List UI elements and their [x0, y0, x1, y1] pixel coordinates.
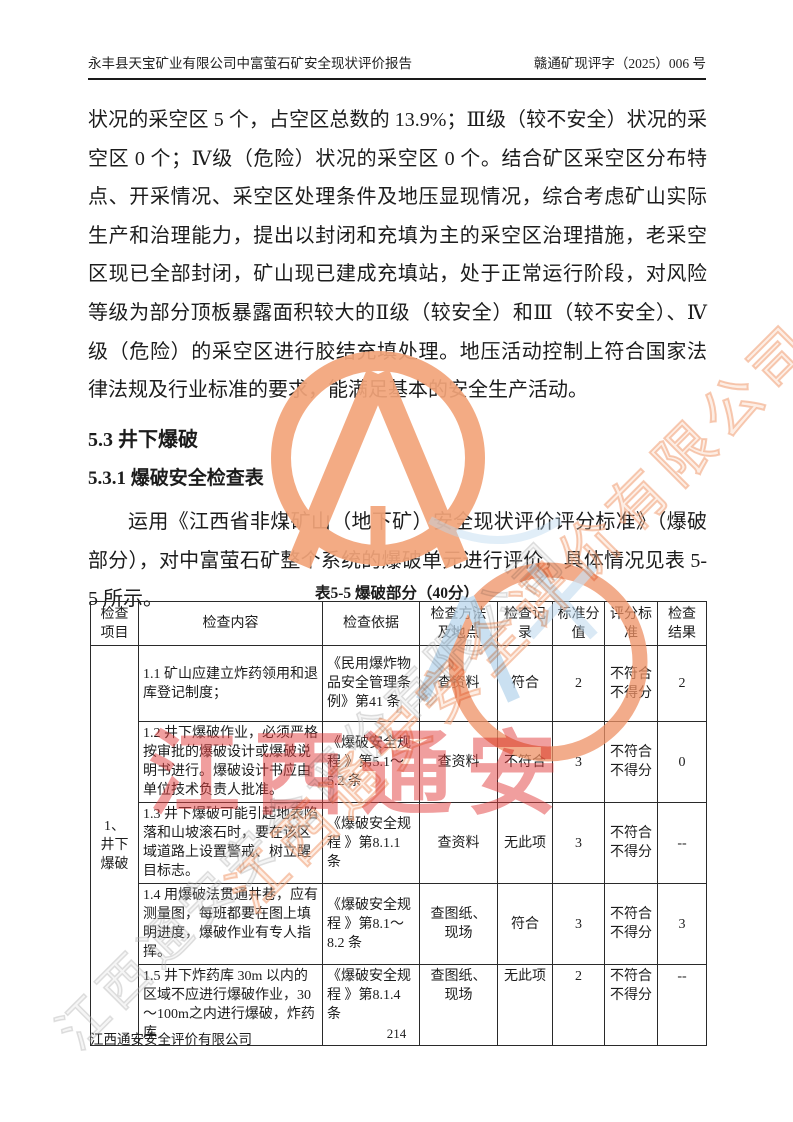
- cell-method: 查资料: [419, 802, 498, 884]
- table-row: 1.2 井下爆破作业，必须严格按审批的爆破设计或爆破说明书进行。爆破设计书应由单…: [91, 721, 707, 803]
- column-header-method: 检查方法及地点: [419, 601, 498, 646]
- cell-result: 3: [657, 883, 707, 965]
- cell-content: 1.1 矿山应建立炸药领用和退库登记制度；: [138, 645, 323, 722]
- cell-record: 符合: [497, 645, 553, 722]
- cell-standard: 不符合不得分: [604, 802, 658, 884]
- cell-project-label: 1、 井下 爆破: [90, 645, 139, 1046]
- cell-basis: 《民用爆炸物品安全管理条例》第41 条: [322, 645, 420, 722]
- cell-content: 1.4 用爆破法贯通井巷，应有测量图，每班都要在图上填明进度，爆破作业有专人指挥…: [138, 883, 323, 965]
- cell-result: 0: [657, 721, 707, 803]
- table-row: 1.5 井下炸药库 30m 以内的区域不应进行爆破作业，30～100m之内进行爆…: [91, 964, 707, 1046]
- section-heading-5-3-1: 5.3.1 爆破安全检查表: [88, 468, 264, 489]
- cell-standard: 不符合不得分: [604, 645, 658, 722]
- cell-content: 1.2 井下爆破作业，必须严格按审批的爆破设计或爆破说明书进行。爆破设计书应由单…: [138, 721, 323, 803]
- cell-standard: 不符合不得分: [604, 883, 658, 965]
- column-header-content: 检查内容: [138, 601, 323, 646]
- cell-result: 2: [657, 645, 707, 722]
- column-header-result: 检查结果: [657, 601, 707, 646]
- header-doc-number: 赣通矿现评字（2025）006 号: [533, 56, 706, 71]
- column-header-project: 检查项目: [90, 601, 139, 646]
- section-heading-5-3: 5.3 井下爆破: [88, 429, 198, 451]
- cell-basis: 《爆破安全规 程 》第8.1.1 条: [322, 802, 420, 884]
- cell-record: 符合: [497, 883, 553, 965]
- column-header-standard: 评分标准: [604, 601, 658, 646]
- table-header-row: 检查项目 检查内容 检查依据 检查方法及地点 检查记录 标准分值 评分标准 检查…: [90, 601, 707, 646]
- cell-score: 3: [552, 721, 605, 803]
- column-header-record: 检查记录: [497, 601, 553, 646]
- cell-result: --: [657, 802, 707, 884]
- page-number: 214: [386, 1026, 407, 1041]
- cell-result: --: [657, 964, 707, 1046]
- cell-record: 无此项: [497, 802, 553, 884]
- page-header: 永丰县天宝矿业有限公司中富萤石矿安全现状评价报告 赣通矿现评字（2025）006…: [88, 52, 706, 72]
- header-divider: [88, 78, 706, 80]
- footer-company: 江西通安安全评价有限公司: [90, 1032, 252, 1047]
- cell-method: 查资料: [419, 645, 498, 722]
- paragraph-goaf-summary: 状况的采空区 5 个，占空区总数的 13.9%；Ⅲ级（较不安全）状况的采空区 0…: [88, 109, 707, 402]
- table-row: 1.4 用爆破法贯通井巷，应有测量图，每班都要在图上填明进度，爆破作业有专人指挥…: [91, 883, 707, 965]
- cell-basis: 《爆破安全规 程 》第8.1.4 条: [322, 964, 420, 1046]
- cell-content: 1.5 井下炸药库 30m 以内的区域不应进行爆破作业，30～100m之内进行爆…: [138, 964, 323, 1046]
- table-row: 1.3 井下爆破可能引起地表陷落和山坡滚石时，要在该区域道路上设置警戒、树立醒目…: [91, 802, 707, 884]
- column-header-score: 标准分值: [552, 601, 605, 646]
- header-report-title: 永丰县天宝矿业有限公司中富萤石矿安全现状评价报告: [88, 56, 412, 71]
- cell-record: 不符合: [497, 721, 553, 803]
- cell-basis: 《爆破安全规 程 》第8.1～8.2 条: [322, 883, 420, 965]
- cell-method: 查图纸、现场: [419, 964, 498, 1046]
- table-row: 1、 井下 爆破 1.1 矿山应建立炸药领用和退库登记制度； 《民用爆炸物品安全…: [90, 645, 707, 1046]
- cell-score: 2: [552, 645, 605, 722]
- column-header-basis: 检查依据: [322, 601, 420, 646]
- cell-standard: 不符合不得分: [604, 964, 658, 1046]
- blasting-inspection-table: 检查项目 检查内容 检查依据 检查方法及地点 检查记录 标准分值 评分标准 检查…: [90, 601, 707, 1046]
- cell-score: 3: [552, 883, 605, 965]
- cell-standard: 不符合不得分: [604, 721, 658, 803]
- cell-method: 查资料: [419, 721, 498, 803]
- cell-score: 3: [552, 802, 605, 884]
- cell-method: 查图纸、现场: [419, 883, 498, 965]
- cell-content: 1.3 井下爆破可能引起地表陷落和山坡滚石时，要在该区域道路上设置警戒、树立醒目…: [138, 802, 323, 884]
- cell-basis: 《爆破安全规 程 》第5.1～5.2 条: [322, 721, 420, 803]
- table-title: 表5-5 爆破部分（40分）: [314, 585, 480, 602]
